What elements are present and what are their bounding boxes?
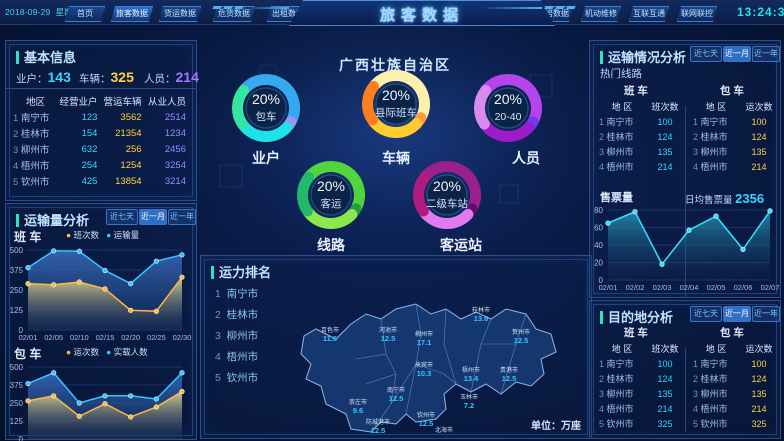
svg-text:20%: 20% <box>382 87 410 103</box>
svg-text:包车: 包车 <box>256 110 277 123</box>
svg-text:贺州市: 贺州市 <box>512 328 530 336</box>
svg-text:玉林市: 玉林市 <box>460 393 478 401</box>
svg-text:12.5: 12.5 <box>381 334 396 343</box>
svg-text:02/06: 02/06 <box>734 283 753 292</box>
svg-text:崇左市: 崇左市 <box>349 398 367 406</box>
svg-text:钦州市: 钦州市 <box>417 411 435 419</box>
svg-text:20-40: 20-40 <box>495 111 522 123</box>
svg-text:02/02: 02/02 <box>626 283 645 292</box>
svg-text:北海市: 北海市 <box>435 426 453 434</box>
svg-text:17.1: 17.1 <box>417 338 432 347</box>
svg-text:13.4: 13.4 <box>464 374 479 383</box>
svg-text:6.5: 6.5 <box>439 434 449 436</box>
svg-text:桂林市: 桂林市 <box>472 306 490 314</box>
svg-text:12.5: 12.5 <box>371 426 386 435</box>
svg-text:02/03: 02/03 <box>653 283 672 292</box>
svg-text:11.6: 11.6 <box>323 334 337 343</box>
svg-text:贵港市: 贵港市 <box>500 366 518 374</box>
svg-text:客运: 客运 <box>321 197 342 210</box>
svg-text:县际班车: 县际班车 <box>375 106 417 119</box>
svg-text:20: 20 <box>594 259 603 268</box>
svg-text:12.5: 12.5 <box>514 336 529 345</box>
svg-text:20%: 20% <box>433 178 461 194</box>
svg-text:来宾市: 来宾市 <box>415 361 433 369</box>
svg-text:60: 60 <box>594 224 603 233</box>
svg-text:9.6: 9.6 <box>353 406 363 415</box>
svg-text:02/07: 02/07 <box>761 283 780 292</box>
svg-text:13.6: 13.6 <box>474 314 489 323</box>
svg-text:柳州市: 柳州市 <box>415 330 433 338</box>
svg-text:20%: 20% <box>252 91 280 107</box>
svg-text:7.2: 7.2 <box>464 401 474 410</box>
svg-text:20%: 20% <box>317 178 345 194</box>
svg-text:防城港市: 防城港市 <box>366 418 390 426</box>
svg-text:10.3: 10.3 <box>417 369 432 378</box>
svg-text:40: 40 <box>594 241 603 250</box>
svg-text:百色市: 百色市 <box>321 326 339 334</box>
svg-text:12.5: 12.5 <box>419 419 434 428</box>
svg-text:二级车站: 二级车站 <box>426 197 468 210</box>
svg-text:12.5: 12.5 <box>389 394 404 403</box>
svg-text:02/04: 02/04 <box>680 283 699 292</box>
svg-text:02/01: 02/01 <box>599 283 618 292</box>
svg-text:梧州市: 梧州市 <box>462 366 480 374</box>
svg-text:12.5: 12.5 <box>502 374 517 383</box>
svg-text:02/05: 02/05 <box>707 283 726 292</box>
svg-text:20%: 20% <box>494 91 522 107</box>
svg-text:南宁市: 南宁市 <box>387 386 405 394</box>
svg-text:河池市: 河池市 <box>379 326 397 334</box>
svg-text:80: 80 <box>594 206 603 215</box>
